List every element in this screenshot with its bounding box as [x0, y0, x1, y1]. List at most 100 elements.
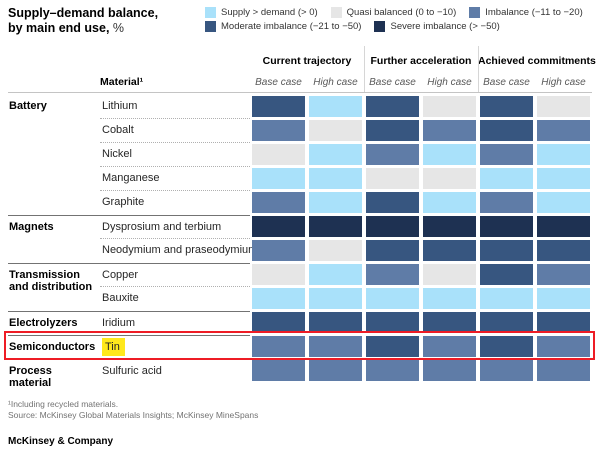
- heatmap-cell-wrap: [535, 335, 592, 359]
- heatmap-cell-neodymium-and-praseodymium-5: [537, 240, 590, 261]
- heatmap-cell-wrap: [421, 215, 478, 239]
- heatmap-cell-wrap: [307, 311, 364, 335]
- material-column-header: Material¹: [100, 76, 144, 88]
- heatmap-cell-tin-2: [366, 336, 419, 357]
- case-header-5: High case: [541, 77, 586, 88]
- heatmap-cell-copper-2: [366, 264, 419, 285]
- heatmap-cell-dysprosium-and-terbium-0: [252, 216, 305, 237]
- heatmap-cell-wrap: [535, 263, 592, 287]
- heatmap-cell-cobalt-2: [366, 120, 419, 141]
- footnote-recycled: ¹Including recycled materials.: [8, 399, 119, 409]
- heatmap-cell-manganese-0: [252, 168, 305, 189]
- material-label: Neodymium and praseodymium: [102, 244, 258, 256]
- heatmap-cell-copper-0: [252, 264, 305, 285]
- header-divider-2: [478, 46, 479, 93]
- heatmap-cell-manganese-4: [480, 168, 533, 189]
- heatmap-cell-manganese-3: [423, 168, 476, 189]
- legend-swatch-supply: [205, 7, 216, 18]
- end-use-group-label: [8, 143, 100, 167]
- heatmap-cell-wrap: [307, 167, 364, 191]
- end-use-group-label: Electrolyzers: [8, 311, 100, 335]
- heatmap-cell-wrap: [421, 263, 478, 287]
- heatmap-cell-cobalt-5: [537, 120, 590, 141]
- heatmap-cell-wrap: [535, 287, 592, 311]
- mckinsey-brand: McKinsey & Company: [8, 436, 114, 447]
- heatmap-cell-wrap: [250, 263, 307, 287]
- case-header-2: Base case: [369, 77, 416, 88]
- material-label: Nickel: [100, 143, 250, 167]
- end-use-group-label: [8, 119, 100, 143]
- heatmap-cell-dysprosium-and-terbium-5: [537, 216, 590, 237]
- heatmap-cell-graphite-4: [480, 192, 533, 213]
- material-label: Iridium: [100, 311, 250, 335]
- heatmap-cell-sulfuric-acid-1: [309, 360, 362, 381]
- heatmap-cell-lithium-1: [309, 96, 362, 117]
- heatmap-cell-copper-5: [537, 264, 590, 285]
- heatmap-cell-nickel-0: [252, 144, 305, 165]
- legend-swatch-severe: [374, 21, 386, 32]
- heatmap-cell-bauxite-5: [537, 288, 590, 309]
- heatmap-cell-wrap: [421, 287, 478, 311]
- highlighted-material-label: Tin: [102, 338, 125, 356]
- legend-item-quasi: Quasi balanced (0 to −10): [330, 7, 456, 18]
- chart-title-unit: %: [109, 21, 125, 35]
- heatmap-cell-wrap: [307, 119, 364, 143]
- column-group-header-0: Current trajectory: [262, 55, 352, 67]
- legend-swatch-quasi: [330, 7, 342, 18]
- case-header-1: High case: [313, 77, 358, 88]
- heatmap-cell-wrap: [307, 215, 364, 239]
- heatmap-cell-manganese-1: [309, 168, 362, 189]
- heatmap-cell-wrap: [307, 335, 364, 359]
- heatmap-cell-graphite-0: [252, 192, 305, 213]
- heatmap-cell-wrap: [364, 143, 421, 167]
- heatmap-cell-dysprosium-and-terbium-3: [423, 216, 476, 237]
- heatmap-cell-manganese-5: [537, 168, 590, 189]
- heatmap-cell-nickel-2: [366, 144, 419, 165]
- scenario-group-headers: Current trajectory Further acceleration Ac…: [8, 53, 596, 69]
- heatmap-cell-wrap: [421, 191, 478, 215]
- heatmap-cell-wrap: [421, 95, 478, 119]
- heatmap-cell-wrap: [478, 167, 535, 191]
- material-label: Dysprosium and terbium: [100, 215, 250, 239]
- heatmap-cell-tin-1: [309, 336, 362, 357]
- heatmap-cell-wrap: [307, 359, 364, 383]
- heatmap-cell-wrap: [364, 359, 421, 383]
- heatmap-cell-wrap: [478, 263, 535, 287]
- heatmap-cell-iridium-1: [309, 312, 362, 333]
- heatmap-cell-sulfuric-acid-5: [537, 360, 590, 381]
- heatmap-cell-cobalt-4: [480, 120, 533, 141]
- heatmap-cell-graphite-3: [423, 192, 476, 213]
- heatmap-cell-wrap: [364, 263, 421, 287]
- heatmap-cell-wrap: [307, 239, 364, 263]
- material-label: Tin: [100, 335, 250, 359]
- heatmap-cell-wrap: [535, 95, 592, 119]
- heatmap-cell-bauxite-2: [366, 288, 419, 309]
- heatmap-cell-bauxite-4: [480, 288, 533, 309]
- heatmap-cell-wrap: [364, 311, 421, 335]
- legend-item-supply: Supply > demand (> 0): [205, 7, 318, 18]
- legend-row-1: Supply > demand (> 0) Quasi balanced (0 t…: [205, 7, 597, 18]
- heatmap-cell-iridium-4: [480, 312, 533, 333]
- heatmap-cell-wrap: [364, 167, 421, 191]
- heatmap-cell-iridium-5: [537, 312, 590, 333]
- heatmap-cell-bauxite-1: [309, 288, 362, 309]
- heatmap-cell-wrap: [364, 191, 421, 215]
- heatmap-cell-wrap: [364, 215, 421, 239]
- heatmap-cell-wrap: [421, 167, 478, 191]
- end-use-group-label: Semiconductors: [8, 335, 100, 359]
- heatmap-cell-wrap: [250, 119, 307, 143]
- heatmap-cell-wrap: [364, 335, 421, 359]
- heatmap-cell-wrap: [307, 263, 364, 287]
- chart-title-line1: Supply–demand balance,: [8, 6, 159, 20]
- heatmap-cell-wrap: [307, 287, 364, 311]
- heatmap-grid: Battery Lithium Cobalt Nickel Manganese Graph…: [8, 95, 592, 389]
- heatmap-cell-wrap: [535, 143, 592, 167]
- heatmap-cell-wrap: [478, 191, 535, 215]
- heatmap-cell-sulfuric-acid-0: [252, 360, 305, 381]
- heatmap-cell-wrap: [250, 167, 307, 191]
- heatmap-cell-wrap: [478, 119, 535, 143]
- heatmap-cell-iridium-3: [423, 312, 476, 333]
- heatmap-cell-wrap: [250, 143, 307, 167]
- end-use-group-label: Magnets: [8, 215, 100, 239]
- heatmap-cell-sulfuric-acid-4: [480, 360, 533, 381]
